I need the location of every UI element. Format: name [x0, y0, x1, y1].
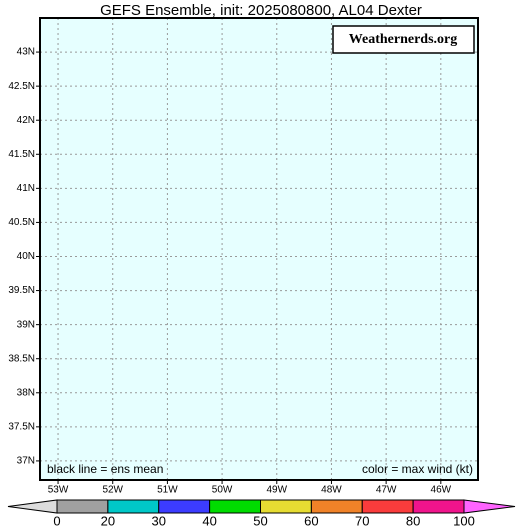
y-tick-label: 40.5N: [8, 217, 35, 228]
y-tick-label: 41N: [17, 183, 35, 194]
colorbar-label: 0: [53, 513, 60, 528]
y-tick-label: 40N: [17, 251, 35, 262]
colorbar-label: 20: [101, 513, 115, 528]
colorbar-segment: [56, 499, 109, 514]
colorbar-segment: [412, 499, 465, 514]
watermark: Weathernerds.org: [349, 32, 457, 47]
colorbar-label: 80: [406, 513, 420, 528]
colorbar-label: 100: [453, 513, 475, 528]
x-tick-label: 49W: [266, 485, 287, 496]
colorbar-segment: [158, 499, 211, 514]
plot-frame: [39, 17, 479, 481]
colorbar-segment: [260, 499, 312, 514]
colorbar-label: 40: [202, 513, 216, 528]
colorbar-label: 60: [304, 513, 318, 528]
colorbar-segment: [361, 499, 414, 514]
y-tick-label: 38N: [17, 387, 35, 398]
colorbar-label: 50: [253, 513, 267, 528]
y-tick-label: 39N: [17, 319, 35, 330]
colorbar-label: 70: [355, 513, 369, 528]
y-tick-label: 43N: [17, 47, 35, 58]
y-tick-label: 42.5N: [8, 81, 35, 92]
y-tick-label: 41.5N: [8, 149, 35, 160]
watermark-box: [332, 25, 475, 54]
colorbar-label: 30: [152, 513, 166, 528]
colorbar-under: [7, 499, 58, 514]
y-tick-label: 42N: [17, 115, 35, 126]
x-tick-label: 50W: [212, 485, 233, 496]
colorbar-over: [463, 499, 516, 514]
y-tick-label: 37N: [17, 456, 35, 467]
x-tick-label: 46W: [431, 485, 452, 496]
colorbar-segment: [310, 499, 363, 514]
colorbar-segment: [107, 499, 160, 514]
x-tick-label: 53W: [48, 485, 69, 496]
annotation: color = max wind (kt): [362, 462, 473, 476]
x-tick-label: 51W: [157, 485, 178, 496]
x-tick-label: 48W: [321, 485, 342, 496]
colorbar-segment: [209, 499, 261, 514]
annotation: black line = ens mean: [47, 462, 163, 476]
y-tick-label: 37.5N: [8, 421, 35, 432]
map-background: [40, 18, 478, 480]
x-tick-label: 47W: [376, 485, 397, 496]
y-tick-label: 39.5N: [8, 285, 35, 296]
x-tick-label: 52W: [102, 485, 123, 496]
chart-title: GEFS Ensemble, init: 2025080800, AL04 De…: [100, 2, 422, 19]
y-tick-label: 38.5N: [8, 353, 35, 364]
